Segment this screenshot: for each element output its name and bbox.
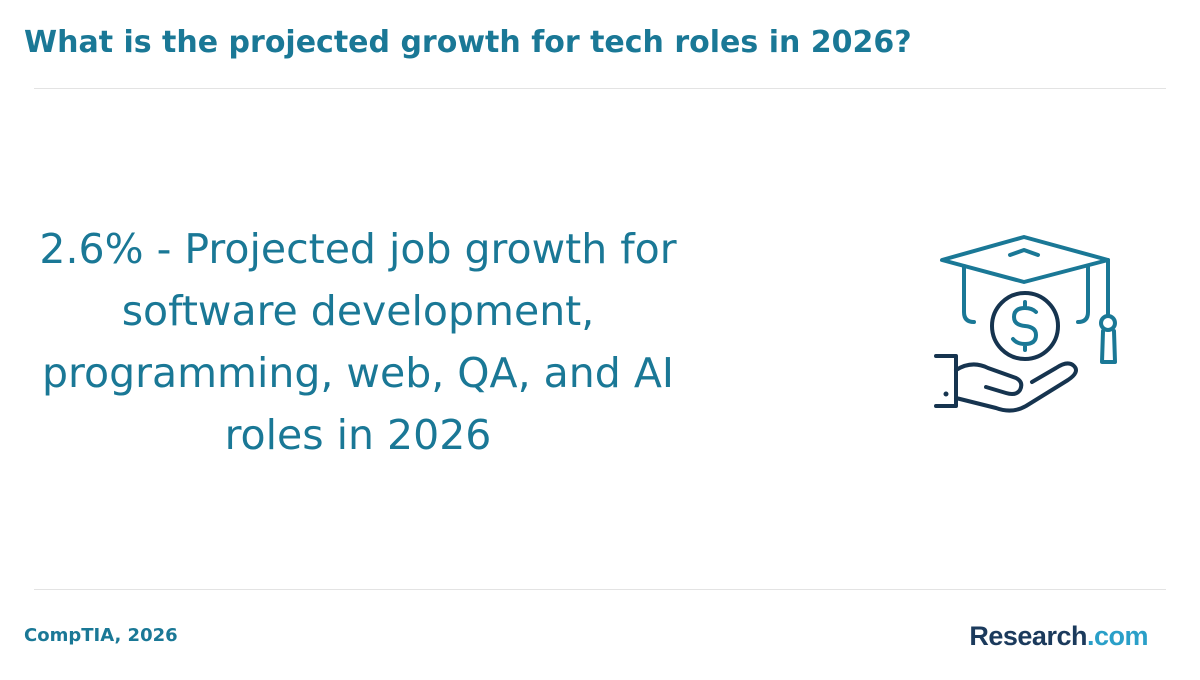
hand-dot-icon [943,391,949,397]
tassel-knot-icon [1099,314,1117,332]
tassel-end-icon [1100,329,1117,364]
graduation-cap-coin-hand-icon [934,235,1117,413]
brand-tld: .com [1086,621,1149,651]
dollar-sign-icon [1011,300,1038,352]
bottom-divider [34,589,1166,590]
page-title: What is the projected growth for tech ro… [24,25,912,60]
hand-palm-icon [954,361,1078,413]
hand-icon [934,354,958,408]
coin-icon [990,291,1060,361]
cap-highlight-icon [1008,248,1040,257]
cap-band-icon [962,264,1090,324]
source-label: CompTIA, 2026 [24,625,178,646]
stat-text: 2.6% - Projected job growth for software… [39,225,677,459]
brand-logo: Research.com [969,619,1148,653]
cap-board-icon [940,235,1110,284]
brand-name: Research [969,621,1087,651]
top-divider [34,88,1166,89]
